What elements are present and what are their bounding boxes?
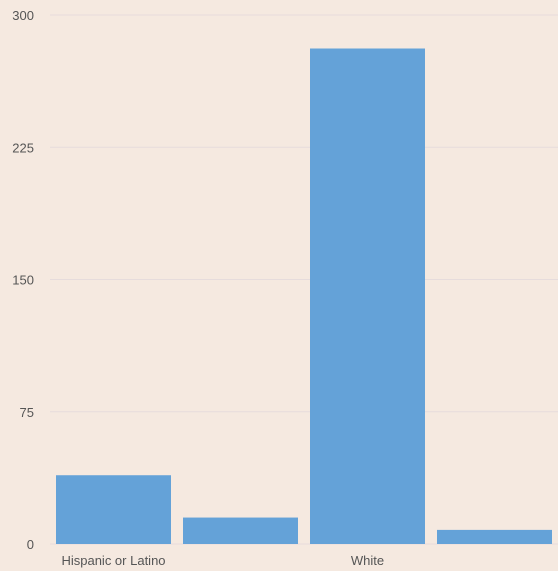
y-tick-label: 75 (20, 405, 34, 420)
bar[interactable] (183, 517, 298, 544)
y-tick-label: 225 (12, 140, 34, 155)
y-axis-ticks: 0 75 150 225 300 (12, 8, 34, 552)
gridlines (50, 14, 558, 545)
x-category-label: White (351, 553, 384, 568)
x-axis-labels: Hispanic or Latino White (61, 553, 384, 568)
x-category-label: Hispanic or Latino (61, 553, 165, 568)
bar[interactable] (437, 529, 552, 544)
bar[interactable] (56, 475, 171, 544)
y-tick-label: 0 (27, 537, 34, 552)
y-tick-label: 300 (12, 8, 34, 23)
y-tick-label: 150 (12, 273, 34, 288)
bar[interactable] (310, 48, 425, 545)
bars (56, 48, 552, 545)
